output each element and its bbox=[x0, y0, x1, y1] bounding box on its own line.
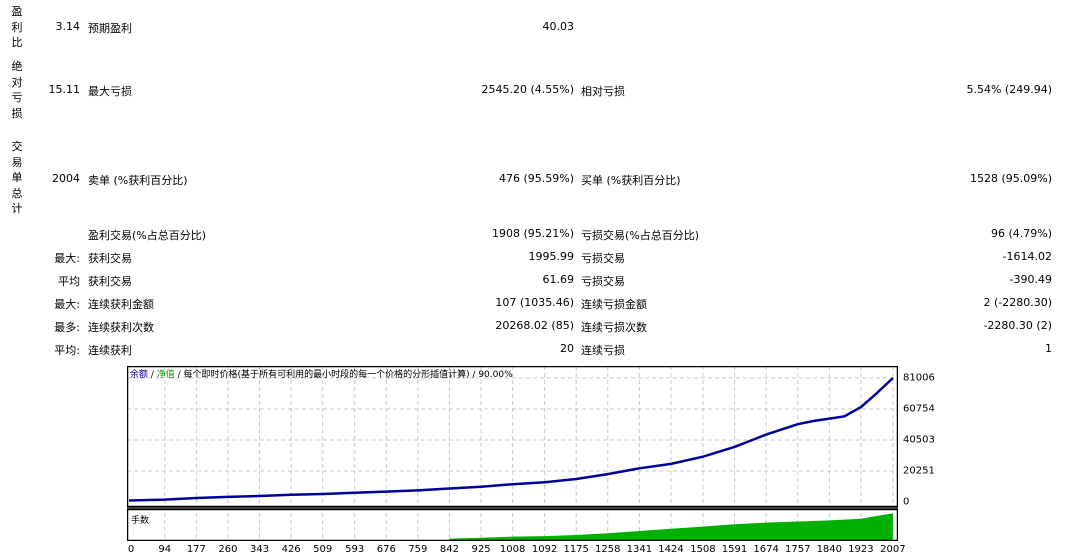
legend-separator: / bbox=[148, 370, 157, 380]
average-prefix: 平均 bbox=[58, 275, 80, 288]
average-profit-trade-value: 61.69 bbox=[542, 273, 575, 286]
largest-loss-trade-value: -1614.02 bbox=[1002, 250, 1052, 263]
long-positions-value: 1528 (95.09%) bbox=[969, 172, 1052, 185]
short-positions-label: 卖单 (%获利百分比) bbox=[88, 174, 188, 187]
x-tick-label: 260 bbox=[218, 544, 238, 555]
average-loss-trade-value: -390.49 bbox=[1009, 273, 1052, 286]
max-consecutive-loss-label: 连续亏损金额 bbox=[581, 298, 647, 311]
side-label-absolute-drawdown: 绝对亏损 bbox=[11, 60, 23, 120]
maximal-consecutive-losses-label: 连续亏损次数 bbox=[581, 321, 647, 334]
loss-trades-label: 亏损交易(%占总百分比) bbox=[581, 229, 700, 242]
x-tick-label: 676 bbox=[376, 544, 396, 555]
max-consecutive-profit-value: 107 (1035.46) bbox=[495, 296, 574, 309]
x-tick-label: 925 bbox=[471, 544, 491, 555]
x-tick-label: 0 bbox=[127, 544, 135, 555]
loss-trades-value: 96 (4.79%) bbox=[990, 227, 1052, 240]
x-tick-label: 1175 bbox=[563, 544, 589, 555]
profit-factor-value: 3.14 bbox=[55, 20, 81, 33]
profit-trades-label: 盈利交易(%占总百分比) bbox=[88, 229, 207, 242]
x-tick-label: 1591 bbox=[721, 544, 748, 555]
maximal-consecutive-wins-label: 连续获利次数 bbox=[88, 321, 154, 334]
x-tick-label: 1341 bbox=[626, 544, 653, 555]
maximal-drawdown-label: 最大亏损 bbox=[88, 85, 132, 98]
y-tick-label: 20251 bbox=[903, 465, 935, 477]
x-tick-label: 1258 bbox=[595, 544, 621, 555]
relative-drawdown-value: 5.54% (249.94) bbox=[966, 83, 1052, 96]
long-positions-label: 买单 (%获利百分比) bbox=[581, 174, 681, 187]
x-tick-label: 343 bbox=[249, 544, 270, 555]
maximum-prefix: 最大: bbox=[54, 298, 80, 311]
average-consecutive-wins-label: 连续获利 bbox=[88, 344, 132, 357]
y-tick-label: 60754 bbox=[903, 403, 935, 415]
x-tick-label: 1424 bbox=[658, 544, 684, 555]
expected-payoff-label: 预期盈利 bbox=[88, 22, 132, 35]
x-tick-label: 1840 bbox=[816, 544, 843, 555]
x-tick-label: 509 bbox=[313, 544, 333, 555]
maximal-prefix: 最多: bbox=[54, 321, 80, 334]
y-tick-label: 0 bbox=[903, 496, 910, 508]
lots-panel-label: 手数 bbox=[131, 516, 150, 526]
legend-description: / 每个即时价格(基于所有可利用的最小时段的每一个价格的分形插值计算) / 90… bbox=[174, 370, 513, 380]
maximal-drawdown-value: 2545.20 (4.55%) bbox=[481, 83, 574, 96]
side-label-profit-factor: 盈利比 bbox=[11, 5, 23, 49]
x-tick-label: 1092 bbox=[531, 544, 558, 555]
x-tick-label: 593 bbox=[345, 544, 365, 555]
average-profit-trade-label: 获利交易 bbox=[88, 275, 132, 288]
x-tick-label: 842 bbox=[439, 544, 459, 555]
maximal-consecutive-losses-value: -2280.30 (2) bbox=[983, 319, 1052, 332]
short-positions-value: 476 (95.59%) bbox=[498, 172, 574, 185]
largest-prefix: 最大: bbox=[54, 252, 80, 265]
y-tick-label: 81006 bbox=[903, 372, 935, 384]
balance-chart: 余额 / 净值 / 每个即时价格(基于所有可利用的最小时段的每一个价格的分形插值… bbox=[126, 365, 899, 542]
largest-loss-trade-label: 亏损交易 bbox=[581, 252, 625, 265]
x-tick-label: 1008 bbox=[499, 544, 526, 555]
profit-trades-value: 1908 (95.21%) bbox=[491, 227, 574, 240]
average-loss-trade-label: 亏损交易 bbox=[581, 275, 625, 288]
average-consecutive-losses-label: 连续亏损 bbox=[581, 344, 625, 357]
y-tick-label: 40503 bbox=[903, 434, 935, 446]
x-tick-label: 177 bbox=[186, 544, 206, 555]
average-consecutive-wins-value: 20 bbox=[560, 342, 574, 355]
legend-balance: 余额 bbox=[130, 370, 149, 380]
x-tick-label: 1674 bbox=[753, 544, 779, 555]
total-trades-value: 2004 bbox=[52, 172, 80, 185]
x-tick-label: 759 bbox=[408, 544, 428, 555]
largest-profit-trade-value: 1995.99 bbox=[528, 250, 575, 263]
x-tick-label: 2007 bbox=[880, 544, 906, 555]
x-tick-label: 1508 bbox=[690, 544, 716, 555]
relative-drawdown-label: 相对亏损 bbox=[581, 85, 625, 98]
expected-payoff-value: 40.03 bbox=[542, 20, 575, 33]
average-consecutive-losses-value: 1 bbox=[1045, 342, 1052, 355]
x-tick-label: 1923 bbox=[848, 544, 874, 555]
balance-chart-svg bbox=[126, 365, 899, 542]
absolute-drawdown-value: 15.11 bbox=[48, 83, 81, 96]
average-consecutive-prefix: 平均: bbox=[54, 344, 80, 357]
largest-profit-trade-label: 获利交易 bbox=[88, 252, 132, 265]
x-tick-label: 94 bbox=[158, 544, 172, 555]
maximal-consecutive-wins-value: 20268.02 (85) bbox=[495, 319, 574, 332]
chart-legend: 余额 / 净值 / 每个即时价格(基于所有可利用的最小时段的每一个价格的分形插值… bbox=[130, 367, 513, 380]
x-tick-label: 426 bbox=[281, 544, 301, 555]
side-label-total-trades: 交易单总计 bbox=[11, 140, 23, 215]
x-tick-label: 1757 bbox=[784, 544, 811, 555]
max-consecutive-loss-value: 2 (-2280.30) bbox=[983, 296, 1052, 309]
legend-equity: 净值 bbox=[156, 370, 175, 380]
max-consecutive-profit-label: 连续获利金额 bbox=[88, 298, 154, 311]
